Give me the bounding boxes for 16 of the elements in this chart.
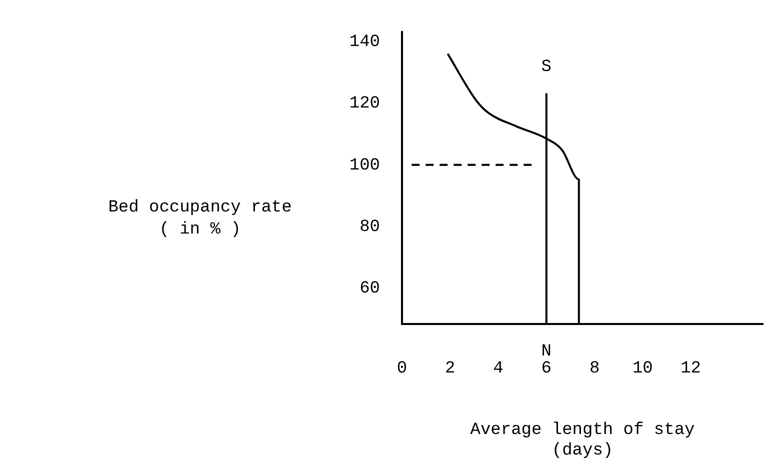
x-tick-label: 0	[396, 360, 408, 379]
x-tick-label: 4	[493, 360, 504, 379]
y-tick-label: 60	[360, 280, 380, 299]
y-tick-label: 80	[360, 218, 380, 238]
x-tick-label: 12	[680, 360, 702, 379]
y-axis-title: Bed occupancy rate ( in % )	[108, 198, 292, 240]
x-axis-title: Average length of stay (days)	[470, 420, 695, 460]
y-tick-label: 100	[349, 156, 380, 176]
y-tick-label: 140	[349, 32, 380, 52]
y-tick-label: 120	[349, 94, 380, 114]
x-tick-label: 6	[541, 360, 552, 379]
annotation: S	[541, 58, 552, 77]
x-tick-label: 8	[589, 360, 600, 379]
x-tick-label: 2	[445, 360, 456, 379]
x-tick-label: 10	[632, 360, 653, 379]
text: N	[541, 342, 552, 362]
